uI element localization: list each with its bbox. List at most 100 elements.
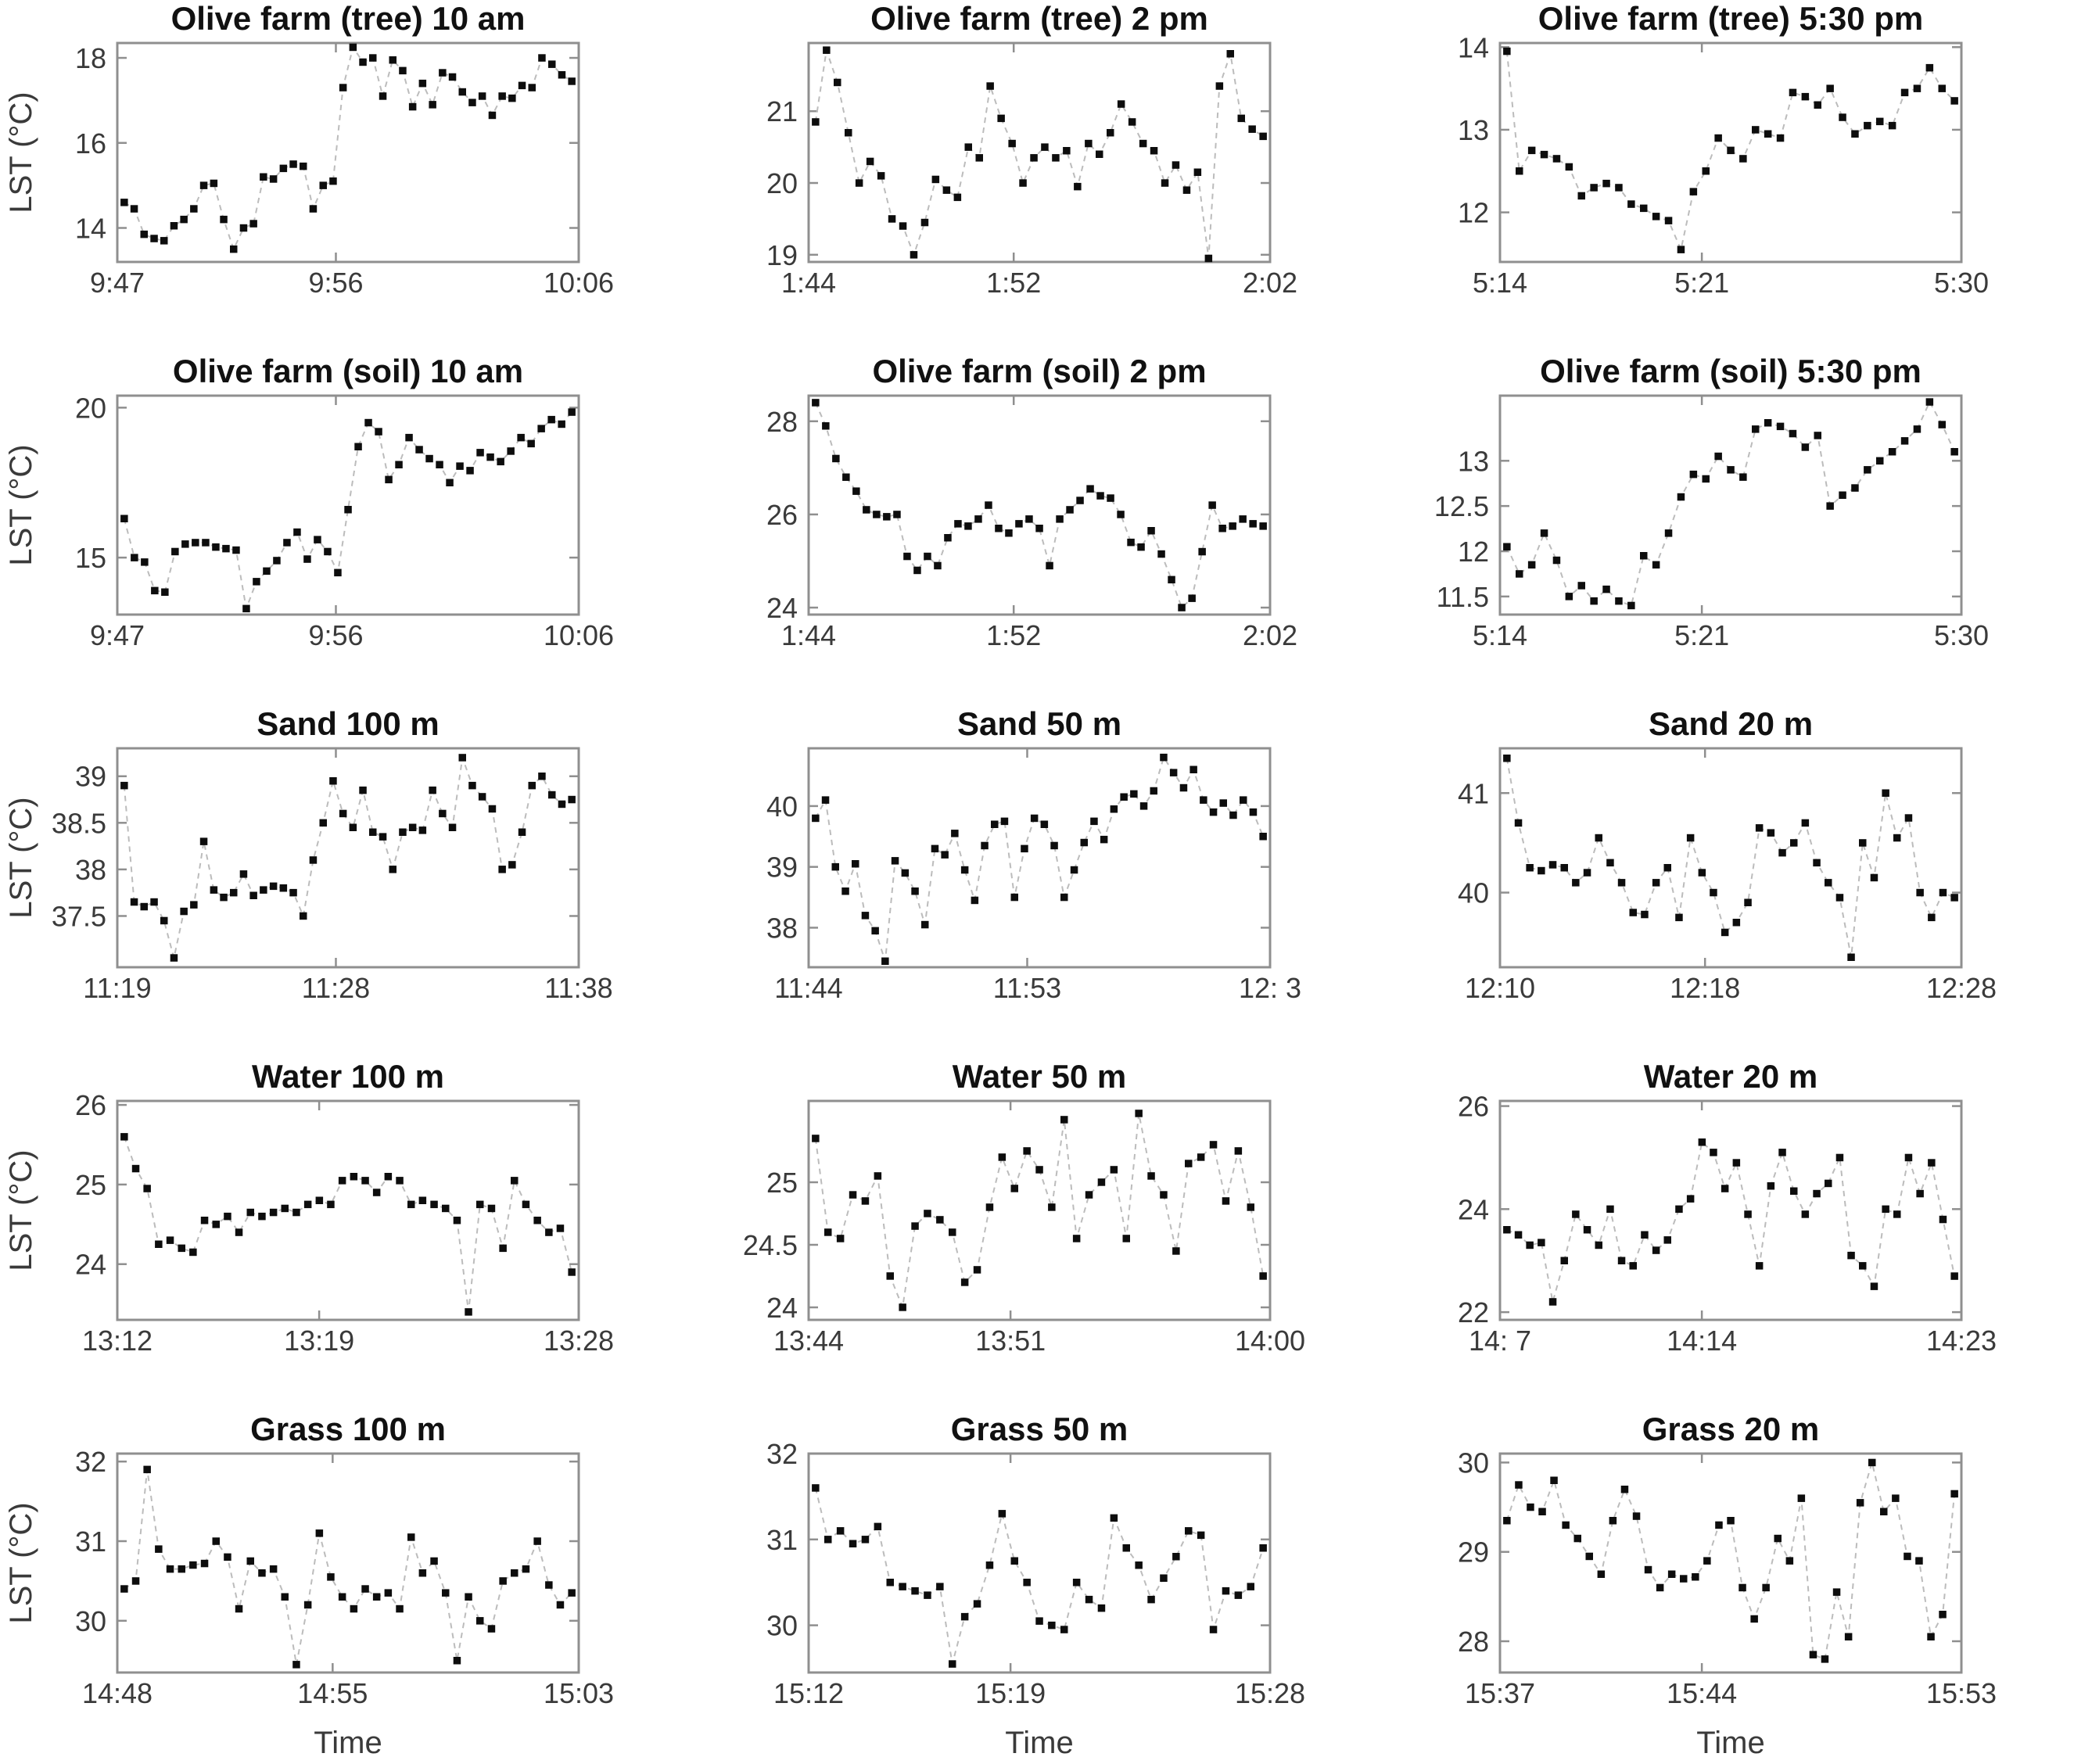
y-tick-label: 24	[75, 1249, 106, 1281]
y-tick-label: 38	[766, 912, 798, 944]
data-point	[899, 1303, 906, 1311]
data-point	[1117, 100, 1125, 108]
data-point	[545, 1228, 553, 1236]
data-point	[327, 1573, 335, 1581]
data-point	[1785, 1557, 1794, 1565]
data-point	[1710, 1149, 1717, 1156]
data-point	[1572, 1210, 1580, 1218]
data-point	[861, 912, 870, 920]
data-point	[1864, 466, 1871, 474]
data-point	[488, 111, 497, 120]
data-point	[911, 1222, 919, 1230]
data-point	[1139, 139, 1147, 148]
data-point	[212, 1537, 220, 1545]
x-tick-label: 15:44	[1667, 1677, 1737, 1709]
data-point	[1585, 1552, 1593, 1561]
y-tick-label: 39	[75, 761, 106, 793]
y-tick-label: 41	[1458, 777, 1489, 809]
data-point	[258, 1212, 266, 1221]
y-tick-label: 24.5	[743, 1229, 798, 1261]
data-point	[1721, 1185, 1729, 1192]
data-point	[877, 172, 885, 180]
data-point	[465, 1308, 472, 1316]
y-tick-label: 24	[1458, 1193, 1489, 1225]
data-point	[478, 793, 486, 801]
data-point	[1097, 1604, 1106, 1612]
data-points	[1503, 47, 1958, 253]
data-point	[1080, 838, 1088, 847]
data-point	[985, 1561, 994, 1569]
y-tick-label: 30	[1458, 1447, 1489, 1479]
y-tick-label: 30	[766, 1610, 798, 1642]
data-point	[1503, 543, 1511, 550]
data-point	[1664, 529, 1673, 537]
data-point	[339, 84, 347, 91]
data-point	[1615, 597, 1623, 605]
data-point	[1122, 1544, 1130, 1552]
data-point	[1801, 443, 1810, 451]
data-point	[1538, 866, 1545, 875]
data-point	[279, 884, 288, 892]
data-point	[180, 215, 188, 224]
data-point	[361, 1585, 369, 1593]
data-point	[1135, 1110, 1143, 1117]
data-point	[1738, 1583, 1746, 1592]
data-point	[384, 1589, 393, 1597]
data-point	[1540, 529, 1548, 537]
axes-frame	[116, 747, 580, 969]
data-point	[1851, 130, 1859, 138]
data-point	[1847, 953, 1855, 961]
data-point	[1900, 437, 1909, 445]
y-tick-label: 30	[75, 1605, 106, 1637]
data-point	[487, 1625, 496, 1633]
data-point	[1826, 502, 1834, 510]
data-point	[150, 898, 158, 906]
data-line	[1506, 1140, 1956, 1303]
data-point	[300, 162, 307, 170]
data-point	[545, 1581, 553, 1589]
data-point	[1514, 1231, 1523, 1239]
data-point	[936, 1583, 944, 1590]
x-tick-label: 1:44	[781, 267, 836, 299]
plot-title: Sand 100 m	[257, 705, 439, 742]
data-point	[1172, 1553, 1180, 1561]
data-point	[150, 235, 158, 242]
data-point	[486, 453, 494, 461]
y-tick-label: 26	[766, 499, 798, 531]
data-point	[453, 1657, 461, 1665]
y-axis-label: LST (°C)	[4, 444, 38, 565]
y-tick-label: 12	[1458, 197, 1489, 229]
data-point	[180, 907, 188, 916]
data-point	[324, 547, 332, 556]
data-point	[901, 869, 910, 877]
data-point	[924, 1210, 931, 1217]
subplot-cell: 13:44 13:51 14:00 24 24.5 25 Water 50 m	[691, 1058, 1383, 1411]
data-point	[1835, 894, 1844, 902]
data-point	[1602, 179, 1610, 188]
data-point	[498, 92, 506, 100]
data-point	[210, 179, 218, 188]
data-point	[1615, 184, 1623, 192]
data-points	[1503, 1458, 1958, 1663]
tick-marks	[807, 396, 1272, 615]
data-point	[1023, 1147, 1031, 1155]
data-point	[1652, 879, 1660, 887]
data-point	[329, 177, 337, 185]
data-point	[263, 567, 271, 575]
data-point	[235, 1604, 243, 1613]
data-point	[1813, 1189, 1821, 1198]
y-tick-label: 19	[766, 239, 798, 271]
data-point	[1916, 888, 1924, 897]
data-point	[1197, 1531, 1205, 1540]
data-point	[1904, 814, 1913, 822]
data-point	[140, 230, 148, 238]
data-point	[389, 866, 396, 873]
y-tick-label: 31	[75, 1526, 106, 1558]
data-point	[899, 222, 907, 230]
data-point	[1652, 561, 1660, 569]
data-point	[1732, 1159, 1741, 1167]
subplot-canvas: 11:19 11:28 11:38 37.5 38 38.5 39 Sand 100 m LST…	[4, 705, 613, 1004]
data-point	[1030, 814, 1039, 823]
data-point	[960, 866, 969, 874]
tick-marks	[1498, 1454, 1963, 1673]
